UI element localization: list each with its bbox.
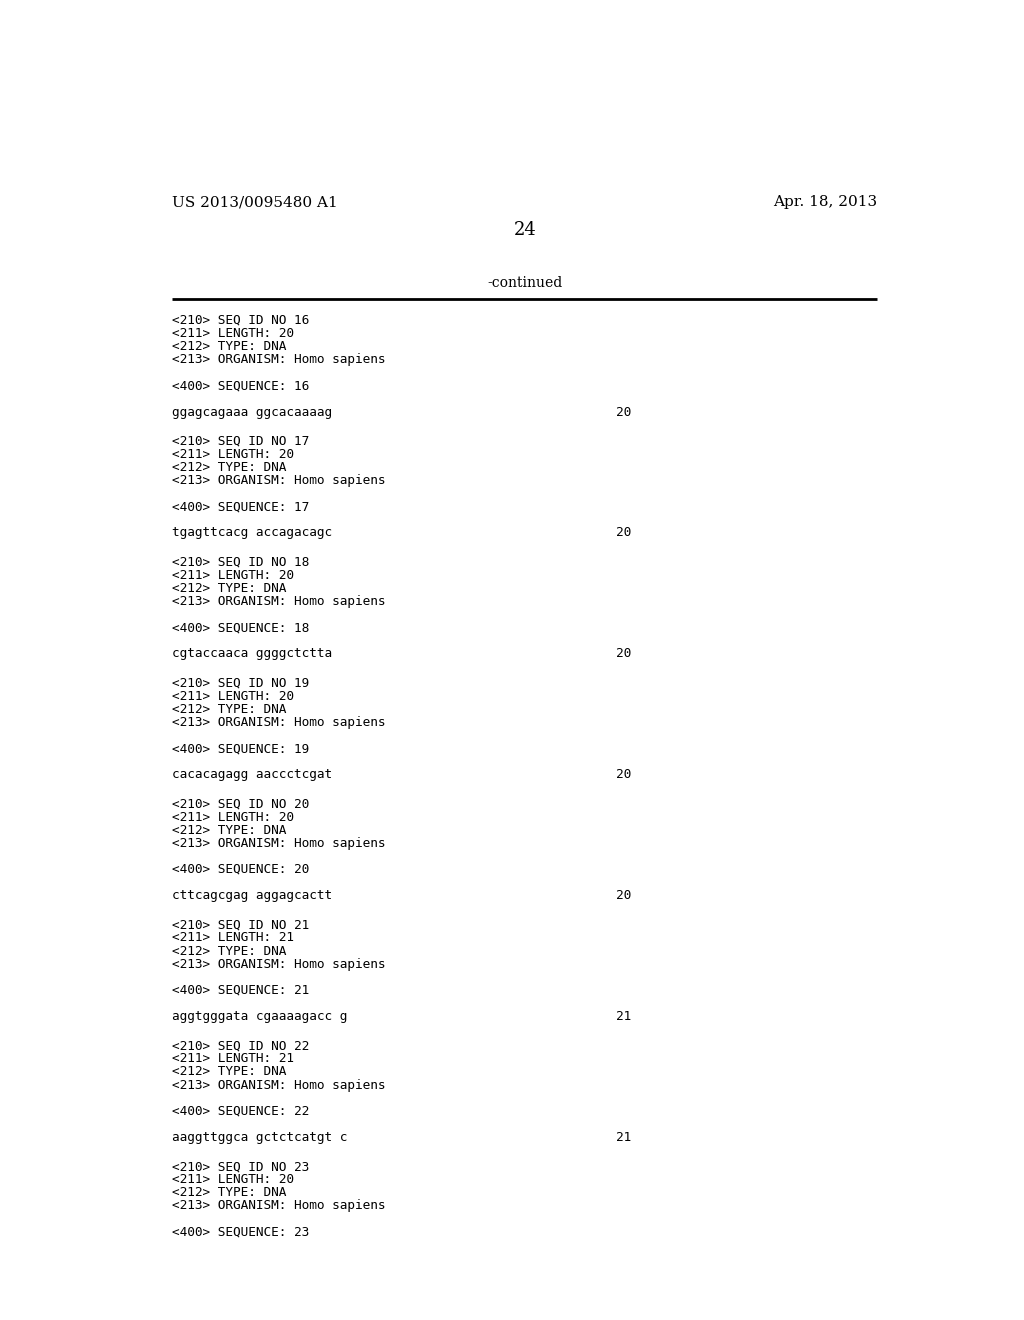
- Text: <211> LENGTH: 21: <211> LENGTH: 21: [172, 932, 294, 945]
- Text: tgagttcacg accagacagc: tgagttcacg accagacagc: [172, 527, 333, 540]
- Text: <400> SEQUENCE: 16: <400> SEQUENCE: 16: [172, 379, 309, 392]
- Text: 20: 20: [616, 768, 632, 781]
- Text: 21: 21: [616, 1131, 632, 1144]
- Text: <213> ORGANISM: Homo sapiens: <213> ORGANISM: Homo sapiens: [172, 837, 386, 850]
- Text: <400> SEQUENCE: 22: <400> SEQUENCE: 22: [172, 1105, 309, 1118]
- Text: <211> LENGTH: 20: <211> LENGTH: 20: [172, 327, 294, 341]
- Text: <212> TYPE: DNA: <212> TYPE: DNA: [172, 1187, 287, 1200]
- Text: <400> SEQUENCE: 20: <400> SEQUENCE: 20: [172, 863, 309, 876]
- Text: <213> ORGANISM: Homo sapiens: <213> ORGANISM: Homo sapiens: [172, 715, 386, 729]
- Text: <212> TYPE: DNA: <212> TYPE: DNA: [172, 945, 287, 957]
- Text: <400> SEQUENCE: 17: <400> SEQUENCE: 17: [172, 500, 309, 513]
- Text: <210> SEQ ID NO 17: <210> SEQ ID NO 17: [172, 434, 309, 447]
- Text: <212> TYPE: DNA: <212> TYPE: DNA: [172, 702, 287, 715]
- Text: <212> TYPE: DNA: <212> TYPE: DNA: [172, 461, 287, 474]
- Text: US 2013/0095480 A1: US 2013/0095480 A1: [172, 195, 338, 209]
- Text: <210> SEQ ID NO 22: <210> SEQ ID NO 22: [172, 1039, 309, 1052]
- Text: cgtaccaaca ggggctctta: cgtaccaaca ggggctctta: [172, 647, 333, 660]
- Text: <213> ORGANISM: Homo sapiens: <213> ORGANISM: Homo sapiens: [172, 958, 386, 970]
- Text: aaggttggca gctctcatgt c: aaggttggca gctctcatgt c: [172, 1131, 347, 1144]
- Text: <213> ORGANISM: Homo sapiens: <213> ORGANISM: Homo sapiens: [172, 595, 386, 609]
- Text: 20: 20: [616, 890, 632, 902]
- Text: <213> ORGANISM: Homo sapiens: <213> ORGANISM: Homo sapiens: [172, 1200, 386, 1213]
- Text: aggtgggata cgaaaagacc g: aggtgggata cgaaaagacc g: [172, 1010, 347, 1023]
- Text: cttcagcgag aggagcactt: cttcagcgag aggagcactt: [172, 890, 333, 902]
- Text: <211> LENGTH: 21: <211> LENGTH: 21: [172, 1052, 294, 1065]
- Text: 21: 21: [616, 1010, 632, 1023]
- Text: <400> SEQUENCE: 18: <400> SEQUENCE: 18: [172, 622, 309, 634]
- Text: 20: 20: [616, 527, 632, 540]
- Text: ggagcagaaa ggcacaaaag: ggagcagaaa ggcacaaaag: [172, 405, 333, 418]
- Text: cacacagagg aaccctcgat: cacacagagg aaccctcgat: [172, 768, 333, 781]
- Text: <400> SEQUENCE: 19: <400> SEQUENCE: 19: [172, 742, 309, 755]
- Text: <212> TYPE: DNA: <212> TYPE: DNA: [172, 582, 287, 595]
- Text: <211> LENGTH: 20: <211> LENGTH: 20: [172, 447, 294, 461]
- Text: <211> LENGTH: 20: <211> LENGTH: 20: [172, 1173, 294, 1187]
- Text: -continued: -continued: [487, 276, 562, 290]
- Text: <212> TYPE: DNA: <212> TYPE: DNA: [172, 824, 287, 837]
- Text: <212> TYPE: DNA: <212> TYPE: DNA: [172, 341, 287, 354]
- Text: <211> LENGTH: 20: <211> LENGTH: 20: [172, 810, 294, 824]
- Text: <400> SEQUENCE: 23: <400> SEQUENCE: 23: [172, 1226, 309, 1238]
- Text: <211> LENGTH: 20: <211> LENGTH: 20: [172, 690, 294, 702]
- Text: 24: 24: [513, 222, 537, 239]
- Text: <210> SEQ ID NO 18: <210> SEQ ID NO 18: [172, 556, 309, 569]
- Text: <210> SEQ ID NO 20: <210> SEQ ID NO 20: [172, 797, 309, 810]
- Text: <212> TYPE: DNA: <212> TYPE: DNA: [172, 1065, 287, 1078]
- Text: <213> ORGANISM: Homo sapiens: <213> ORGANISM: Homo sapiens: [172, 354, 386, 366]
- Text: <210> SEQ ID NO 21: <210> SEQ ID NO 21: [172, 919, 309, 932]
- Text: <210> SEQ ID NO 16: <210> SEQ ID NO 16: [172, 314, 309, 327]
- Text: <400> SEQUENCE: 21: <400> SEQUENCE: 21: [172, 983, 309, 997]
- Text: <211> LENGTH: 20: <211> LENGTH: 20: [172, 569, 294, 582]
- Text: <210> SEQ ID NO 19: <210> SEQ ID NO 19: [172, 677, 309, 689]
- Text: <213> ORGANISM: Homo sapiens: <213> ORGANISM: Homo sapiens: [172, 474, 386, 487]
- Text: Apr. 18, 2013: Apr. 18, 2013: [773, 195, 878, 209]
- Text: 20: 20: [616, 405, 632, 418]
- Text: <213> ORGANISM: Homo sapiens: <213> ORGANISM: Homo sapiens: [172, 1078, 386, 1092]
- Text: 20: 20: [616, 647, 632, 660]
- Text: <210> SEQ ID NO 23: <210> SEQ ID NO 23: [172, 1160, 309, 1173]
